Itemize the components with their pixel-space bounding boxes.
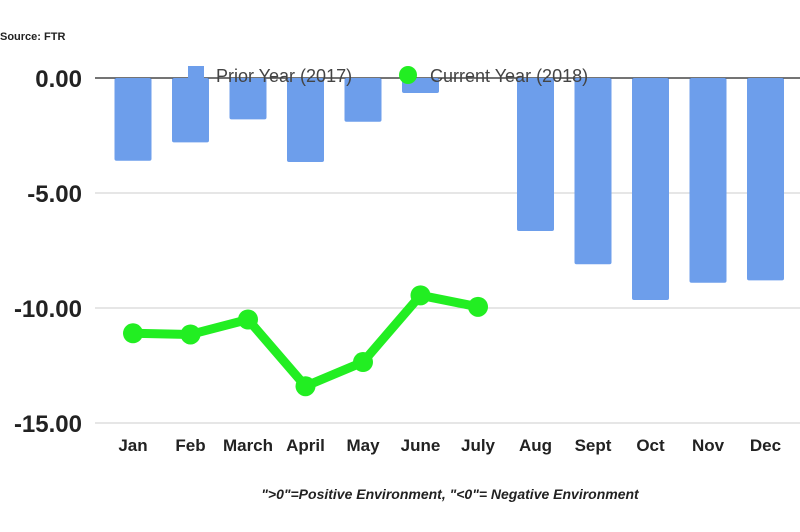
x-tick-label: July bbox=[461, 436, 496, 455]
bar-feb bbox=[172, 78, 209, 143]
bar-oct bbox=[632, 78, 669, 300]
point-feb bbox=[180, 324, 201, 345]
x-tick-label: May bbox=[346, 436, 380, 455]
bar-may bbox=[344, 78, 382, 122]
y-tick-label: -15.00 bbox=[14, 411, 82, 438]
bar-dec bbox=[747, 78, 784, 281]
legend: Prior Year (2017) Current Year (2018) bbox=[188, 66, 588, 86]
legend-swatch-prior-year bbox=[188, 66, 204, 82]
point-april bbox=[295, 376, 316, 397]
point-jan bbox=[123, 323, 143, 344]
bar-sept bbox=[574, 78, 612, 265]
footnote: ">0"=Positive Environment, "<0"= Negativ… bbox=[261, 486, 640, 502]
x-tick-label: Feb bbox=[175, 436, 205, 455]
point-may bbox=[353, 352, 373, 373]
legend-swatch-current-year bbox=[399, 66, 417, 84]
x-tick-label: Dec bbox=[750, 436, 781, 455]
bar-aug bbox=[517, 78, 554, 231]
y-tick-label: -5.00 bbox=[27, 181, 82, 208]
y-tick-label: -10.00 bbox=[14, 296, 82, 323]
x-tick-label: March bbox=[223, 436, 273, 455]
bar-march bbox=[229, 78, 267, 120]
x-tick-label: Sept bbox=[575, 436, 612, 455]
point-june bbox=[410, 285, 431, 306]
x-tick-label: Oct bbox=[636, 436, 665, 455]
y-tick-label: 0.00 bbox=[35, 66, 82, 93]
x-tick-label: Jan bbox=[118, 436, 147, 455]
bar-jan bbox=[114, 78, 152, 161]
x-tick-label: Aug bbox=[519, 436, 552, 455]
point-march bbox=[238, 309, 258, 330]
source-label: Source: FTR bbox=[0, 31, 65, 43]
x-tick-label: April bbox=[286, 436, 325, 455]
bar-nov bbox=[689, 78, 727, 283]
x-tick-label: Nov bbox=[692, 436, 725, 455]
bar-april bbox=[287, 78, 324, 162]
x-tick-label: June bbox=[401, 436, 441, 455]
legend-label-current-year: Current Year (2018) bbox=[430, 66, 588, 86]
legend-label-prior-year: Prior Year (2017) bbox=[216, 66, 352, 86]
point-july bbox=[468, 296, 488, 317]
